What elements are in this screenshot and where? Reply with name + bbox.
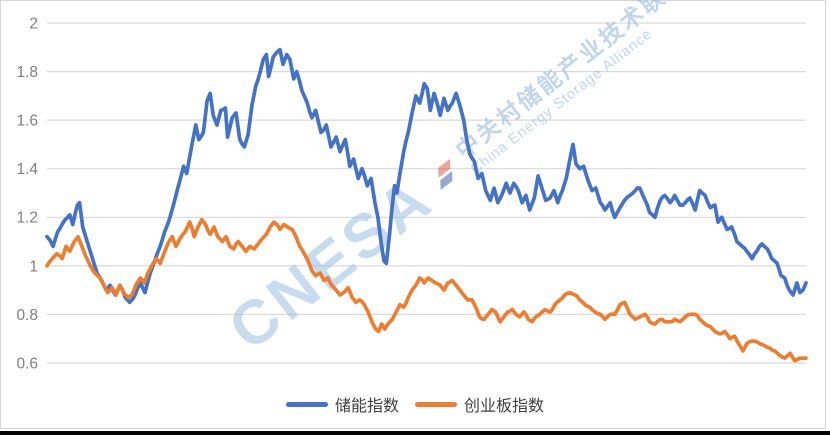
y-tick-label: 0.8 [16, 307, 38, 324]
legend-label-storage-index: 储能指数 [334, 398, 399, 415]
chart-legend: 储能指数 创业板指数 [0, 392, 830, 416]
y-tick-label: 1.2 [16, 210, 38, 227]
legend-item-storage-index: 储能指数 [285, 392, 399, 416]
legend-swatch-chinext-index [415, 401, 457, 407]
y-tick-label: 1 [29, 258, 38, 275]
legend-swatch-storage-index [285, 401, 328, 407]
legend-label-chinext-index: 创业板指数 [464, 398, 545, 415]
y-tick-label: 1.8 [16, 64, 38, 81]
legend-item-chinext-index: 创业板指数 [415, 392, 544, 416]
window-edge [0, 431, 830, 435]
y-tick-label: 1.6 [16, 113, 38, 130]
y-tick-label: 2 [29, 15, 38, 32]
y-tick-label: 0.6 [16, 355, 38, 372]
y-tick-label: 1.4 [16, 161, 38, 178]
